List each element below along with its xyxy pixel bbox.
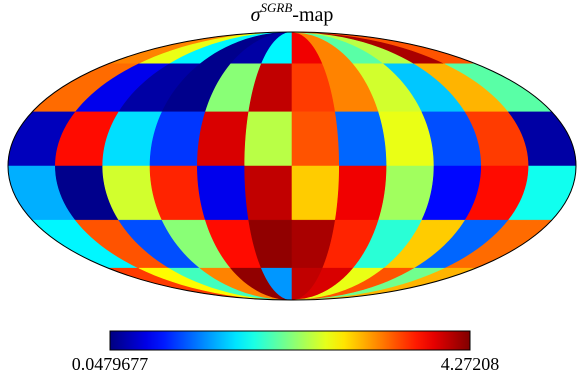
map-cell: [197, 111, 250, 167]
title-suffix: -map: [292, 4, 333, 26]
colorbar-fill: [110, 331, 470, 350]
colorbar: [110, 331, 470, 350]
colorbar-frame: [109, 330, 471, 351]
colorbar-min-label: 0.0479677: [72, 354, 149, 374]
map-outline: [7, 31, 577, 301]
title-base: σ: [251, 4, 262, 26]
chart-title: σSGRB-map: [251, 0, 334, 26]
map-cell: [334, 111, 387, 167]
map-cell: [244, 165, 293, 221]
colorbar-max-label: 4.27208: [441, 354, 500, 374]
map-cell: [291, 165, 340, 221]
map-cell: [244, 111, 293, 167]
map: [7, 31, 577, 301]
map-cell: [334, 165, 387, 221]
map-cell: [197, 165, 250, 221]
map-cell: [291, 111, 340, 167]
title-superscript: SGRB: [261, 0, 293, 15]
